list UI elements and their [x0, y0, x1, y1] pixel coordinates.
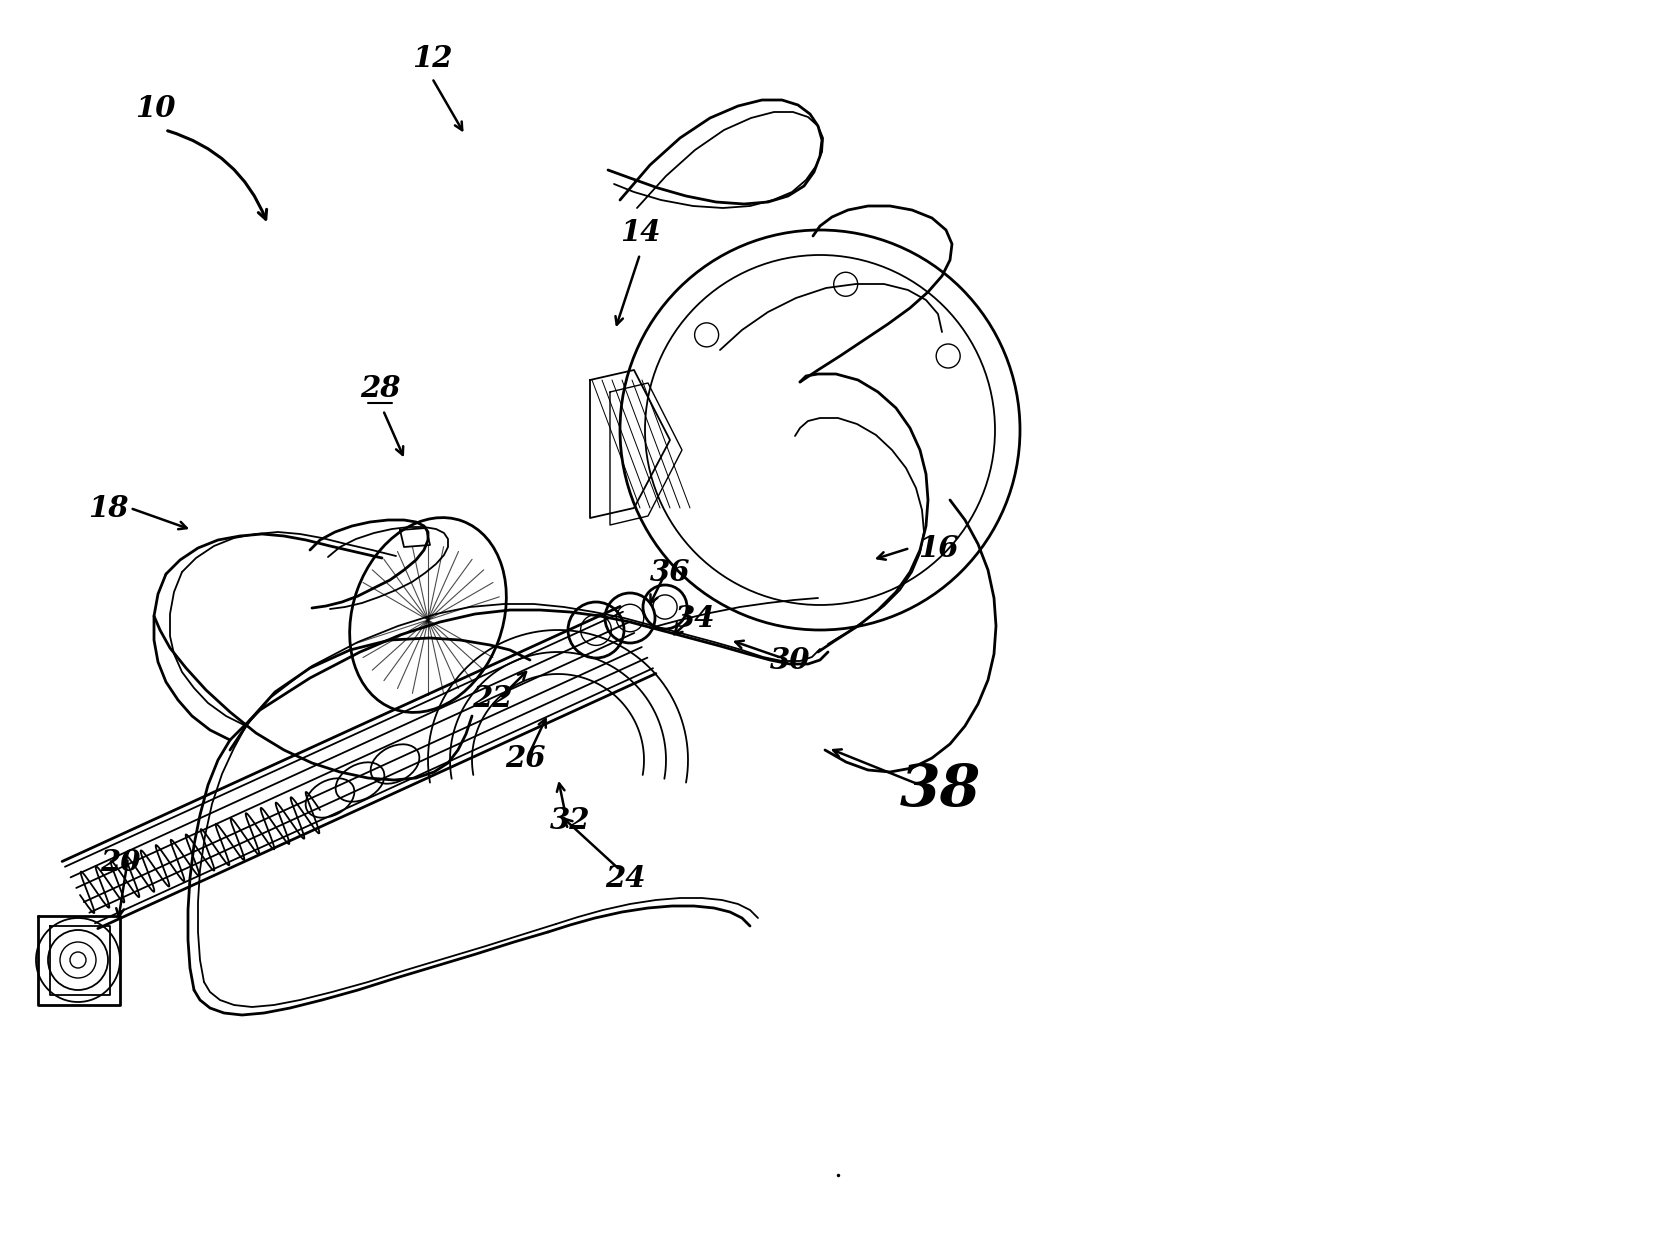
Text: 30: 30	[770, 646, 810, 674]
Text: 22: 22	[472, 683, 512, 712]
Text: 16: 16	[917, 533, 957, 562]
Text: 34: 34	[674, 603, 714, 632]
Text: 38: 38	[898, 762, 980, 818]
Text: 20: 20	[100, 848, 141, 877]
Text: 26: 26	[505, 743, 545, 772]
Text: 28: 28	[360, 373, 400, 402]
Text: 32: 32	[549, 806, 591, 834]
Text: 12: 12	[412, 44, 452, 72]
Text: 14: 14	[619, 217, 659, 246]
Text: 24: 24	[604, 863, 644, 893]
Text: 36: 36	[649, 557, 689, 587]
Text: 10: 10	[134, 94, 176, 122]
Text: 18: 18	[87, 493, 129, 522]
